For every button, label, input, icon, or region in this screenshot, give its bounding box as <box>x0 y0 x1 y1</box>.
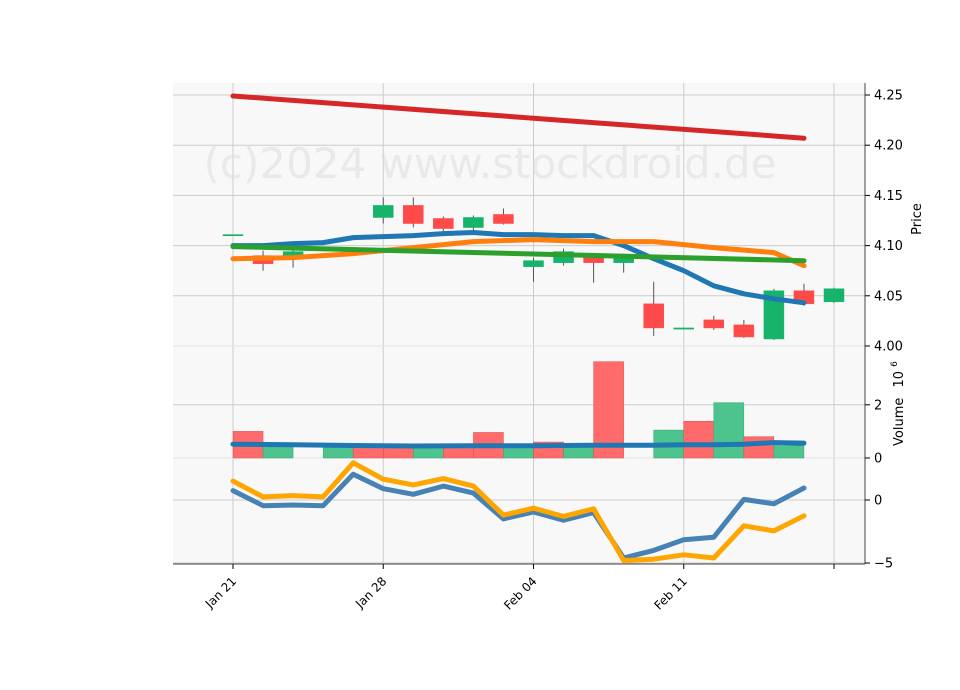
y-tick-label: 4.25 <box>874 89 903 104</box>
candle-body <box>373 205 394 218</box>
candle-body <box>403 205 424 224</box>
volume-line-ma_blue <box>230 440 807 449</box>
oscillator-line-osc_blue <box>230 471 807 561</box>
volume-bar <box>262 446 294 459</box>
price-series <box>222 93 845 340</box>
price-line-ma_green <box>230 244 807 264</box>
x-tick-label: Jan 21 <box>202 574 239 611</box>
y-tick-label: 0 <box>874 494 882 509</box>
y-tick-label: 0 <box>874 452 882 467</box>
y-tick-label: 4.15 <box>874 189 903 204</box>
oscillator-line-osc_orange <box>230 460 807 563</box>
volume-bar <box>773 445 805 459</box>
candle-body <box>643 303 664 329</box>
candle-body <box>463 217 484 228</box>
volume-series <box>230 361 807 459</box>
volume-bar <box>743 436 775 459</box>
volume-unit-base: 10 <box>892 371 907 388</box>
axis-spines <box>173 83 866 565</box>
volume-bar <box>683 421 715 459</box>
candle-body <box>763 290 785 340</box>
price-line-trend_red <box>230 93 807 141</box>
y-tick-label: 4.20 <box>874 139 903 154</box>
candle-body <box>733 324 755 338</box>
volume-bar <box>593 361 624 459</box>
candle-body <box>433 218 454 229</box>
volume-bar <box>713 402 745 459</box>
y-tick-label: 4.00 <box>874 340 903 355</box>
volume-bar <box>383 446 414 459</box>
price-panel <box>173 83 865 346</box>
volume-axis-label: Volume 10 6 <box>890 361 907 446</box>
candle-body <box>493 214 514 224</box>
y-tick-label: −5 <box>874 557 893 572</box>
svg-text:Volume 10 6: Volume 10 6 <box>890 361 907 446</box>
watermark: (c)2024 www.stockdroid.de <box>204 139 777 188</box>
oscillator-series <box>230 460 807 563</box>
price-axis-label: Price <box>910 203 925 235</box>
candle-body <box>823 288 845 303</box>
x-tick-label: Feb 11 <box>651 574 689 612</box>
volume-label-text: Volume <box>892 398 907 446</box>
y-tick-label: 2 <box>874 398 882 413</box>
volume-unit-exponent: 6 <box>890 361 900 367</box>
candle-body <box>523 260 544 267</box>
candle-body <box>222 234 244 237</box>
y-tick-label: 4.05 <box>874 289 903 304</box>
x-tick-label: Jan 28 <box>352 574 389 611</box>
price-line-ma_orange <box>230 237 807 269</box>
candle-body <box>703 319 725 329</box>
y-tick-label: 4.10 <box>874 239 903 254</box>
candle-body <box>673 327 694 330</box>
price-line-ma_blue <box>230 230 807 306</box>
x-tick-label: Feb 04 <box>501 574 539 612</box>
